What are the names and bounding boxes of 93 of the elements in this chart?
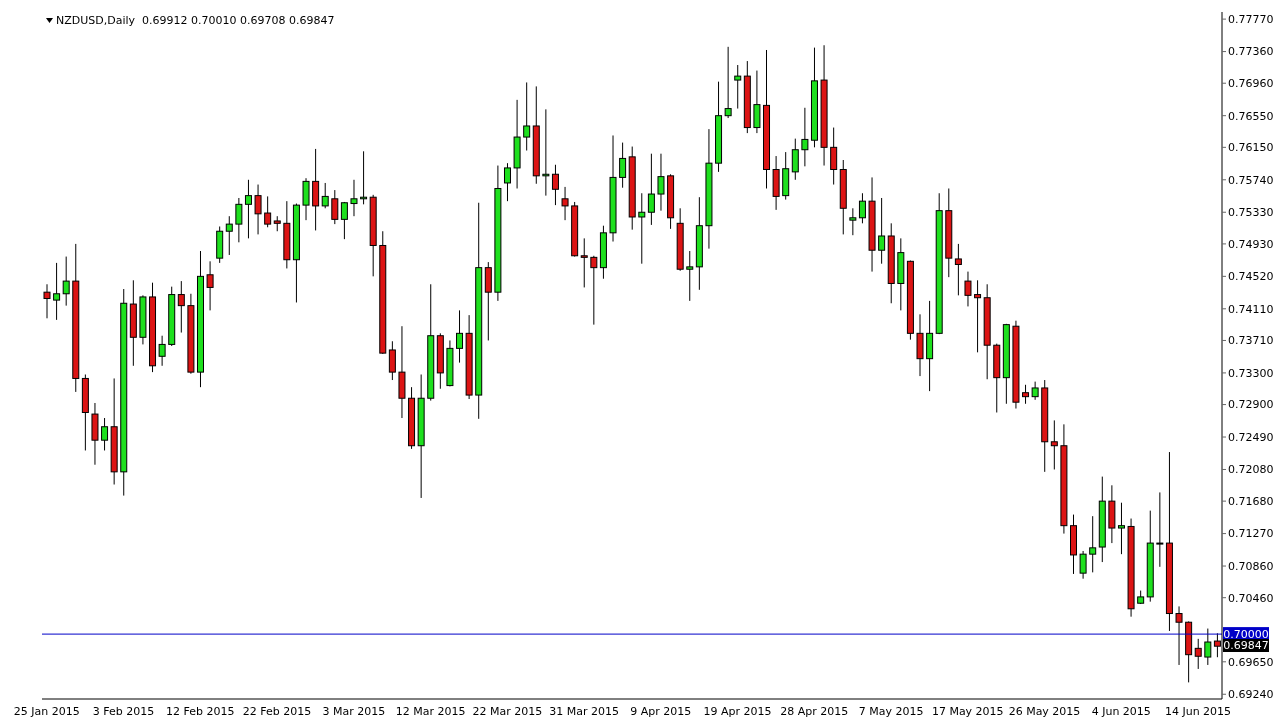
- x-tick-label: 12 Mar 2015: [395, 704, 466, 718]
- candlestick: [264, 195, 272, 228]
- candlestick: [753, 70, 761, 134]
- candlestick: [964, 271, 972, 307]
- x-tick-label: 31 Mar 2015: [549, 704, 619, 718]
- y-tick-label: 0.74930: [1228, 237, 1274, 251]
- candlestick: [1194, 638, 1202, 670]
- y-tick-label: 0.72080: [1228, 463, 1274, 477]
- candlestick: [791, 138, 799, 181]
- candlestick: [657, 153, 665, 212]
- candlestick: [331, 189, 339, 225]
- candlestick: [1079, 550, 1087, 580]
- y-tick-label: 0.71680: [1228, 495, 1274, 509]
- candlestick: [43, 283, 51, 319]
- candlestick: [954, 243, 962, 296]
- y-tick-label: 0.76550: [1228, 109, 1274, 123]
- candlestick: [686, 250, 694, 302]
- x-tick-label: 12 Feb 2015: [166, 704, 235, 718]
- candlestick: [830, 127, 838, 186]
- candlestick: [801, 107, 809, 167]
- candlestick: [1204, 628, 1212, 666]
- candlestick: [849, 207, 857, 236]
- candlestick: [53, 262, 61, 321]
- y-tick-label: 0.76960: [1228, 77, 1274, 91]
- x-tick-label: 19 Apr 2015: [703, 704, 772, 718]
- candlestick: [1031, 381, 1039, 401]
- x-tick-label: 17 May 2015: [931, 704, 1004, 718]
- candlestick: [1022, 384, 1030, 405]
- candlestick: [101, 417, 109, 451]
- y-tick-label: 0.75740: [1228, 173, 1274, 187]
- candlestick: [254, 184, 262, 235]
- candlestick: [1089, 515, 1097, 573]
- ref-line-label: 0.70000: [1223, 628, 1269, 642]
- candlestick: [580, 237, 588, 288]
- candlestick: [206, 260, 214, 311]
- x-tick-label: 26 May 2015: [1008, 704, 1081, 718]
- text: 0.69847: [1223, 639, 1269, 653]
- candlestick: [503, 162, 511, 202]
- candlestick: [619, 142, 627, 189]
- y-tick-label: 0.72900: [1228, 398, 1274, 412]
- candlestick: [340, 201, 348, 240]
- y-tick-label: 0.73300: [1228, 366, 1274, 380]
- candlestick: [350, 179, 358, 217]
- candlestick: [235, 197, 243, 243]
- y-tick-label: 0.76150: [1228, 141, 1274, 155]
- chart-title: NZDUSD,Daily 0.69912 0.70010 0.69708 0.69847: [56, 14, 335, 27]
- candlestick: [1050, 419, 1058, 470]
- candlestick: [647, 153, 655, 226]
- candlestick: [1117, 502, 1125, 555]
- candlestick: [456, 309, 464, 364]
- candlestick: [542, 108, 550, 197]
- candlestick: [244, 179, 252, 239]
- candlestick: [551, 164, 559, 206]
- candlestick: [302, 177, 310, 221]
- candlestick: [561, 186, 569, 221]
- y-tick-label: 0.69650: [1228, 655, 1274, 669]
- y-tick-label: 0.72490: [1228, 430, 1274, 444]
- candlestick: [62, 256, 70, 307]
- candlestick: [158, 335, 166, 367]
- candlestick: [177, 280, 185, 334]
- y-tick-label: 0.71270: [1228, 527, 1274, 541]
- candlestick: [878, 197, 886, 265]
- y-tick-label: 0.74110: [1228, 302, 1274, 316]
- y-tick-label: 0.75330: [1228, 206, 1274, 220]
- candlestick: [388, 340, 396, 381]
- x-tick-label: 28 Apr 2015: [780, 704, 849, 718]
- y-tick-label: 0.69240: [1228, 688, 1274, 702]
- candlestick: [724, 46, 732, 119]
- candlestick: [734, 64, 742, 110]
- x-tick-label: 9 Apr 2015: [630, 704, 692, 718]
- y-tick-label: 0.77360: [1228, 45, 1274, 59]
- x-tick-label: 4 Jun 2015: [1091, 704, 1151, 718]
- y-tick-label: 0.70860: [1228, 559, 1274, 573]
- y-tick-label: 0.70460: [1228, 591, 1274, 605]
- x-tick-label: 22 Mar 2015: [472, 704, 543, 718]
- x-tick-label: 3 Mar 2015: [322, 704, 386, 718]
- candlestick: [858, 192, 866, 224]
- x-tick-label: 3 Feb 2015: [92, 704, 155, 718]
- candlestick: [523, 81, 531, 152]
- candlestick: [321, 182, 329, 209]
- candlestick: [225, 215, 233, 256]
- candlestick: [1156, 491, 1164, 568]
- x-tick-label: 14 Jun 2015: [1164, 704, 1232, 718]
- y-tick-label: 0.74520: [1228, 270, 1274, 284]
- x-tick-label: 22 Feb 2015: [242, 704, 312, 718]
- y-tick-label: 0.73710: [1228, 334, 1274, 348]
- candlestick: [1175, 605, 1183, 666]
- candlestick: [974, 279, 982, 353]
- y-tick-label: 0.77770: [1228, 13, 1274, 27]
- candlestick: [590, 255, 598, 326]
- x-tick-label: 25 Jan 2015: [13, 704, 80, 718]
- candlestick: [638, 192, 646, 265]
- x-tick-label: 7 May 2015: [858, 704, 924, 718]
